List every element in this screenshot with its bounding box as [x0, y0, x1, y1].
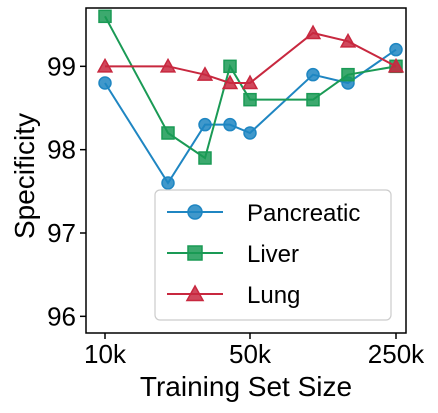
- data-point-lung: [304, 24, 322, 40]
- axes: 96 97 98 99 10k 50k 250k: [47, 7, 425, 369]
- data-point-liver: [223, 59, 237, 74]
- x-tick-label: 250k: [368, 339, 425, 369]
- legend-box: [154, 189, 392, 321]
- x-axis-title: Training Set Size: [140, 371, 352, 402]
- data-point-pancreatic: [98, 76, 112, 90]
- data-point-lung: [339, 32, 357, 48]
- plot-area: [96, 9, 405, 190]
- legend: Pancreatic Liver Lung: [154, 189, 392, 321]
- plot-frame: [85, 7, 407, 334]
- x-tick-label: 50k: [229, 339, 272, 369]
- data-point-liver: [306, 92, 320, 107]
- data-point-liver: [161, 126, 175, 140]
- y-axis-title: Specificity: [9, 113, 40, 239]
- y-tick-label: 97: [47, 218, 76, 248]
- data-point-pancreatic: [389, 42, 403, 57]
- data-point-lung: [221, 74, 239, 90]
- data-point-liver: [243, 92, 257, 107]
- data-point-pancreatic: [223, 117, 237, 132]
- y-tick-label: 99: [47, 51, 76, 81]
- x-tick-label: 10k: [84, 339, 127, 369]
- data-point-liver: [341, 67, 355, 82]
- data-point-pancreatic: [306, 67, 320, 82]
- data-point-lung: [241, 74, 259, 90]
- data-point-pancreatic: [161, 176, 175, 190]
- legend-label-liver: Liver: [247, 241, 299, 268]
- y-tick-label: 96: [47, 301, 76, 331]
- series-line-lung: [105, 31, 397, 84]
- data-point-lung: [159, 57, 177, 73]
- legend-marker-liver: [187, 245, 203, 261]
- data-point-pancreatic: [243, 126, 257, 140]
- legend-label-lung: Lung: [247, 282, 300, 309]
- legend-marker-pancreatic: [187, 204, 203, 220]
- y-tick-label: 98: [47, 135, 76, 165]
- legend-marker-lung: [185, 284, 205, 302]
- data-point-lung: [96, 57, 114, 73]
- data-point-lung: [387, 57, 405, 73]
- data-point-liver: [98, 9, 112, 24]
- data-point-liver: [198, 151, 212, 165]
- data-point-lung: [196, 66, 214, 81]
- data-point-pancreatic: [198, 117, 212, 132]
- legend-label-pancreatic: Pancreatic: [247, 200, 360, 227]
